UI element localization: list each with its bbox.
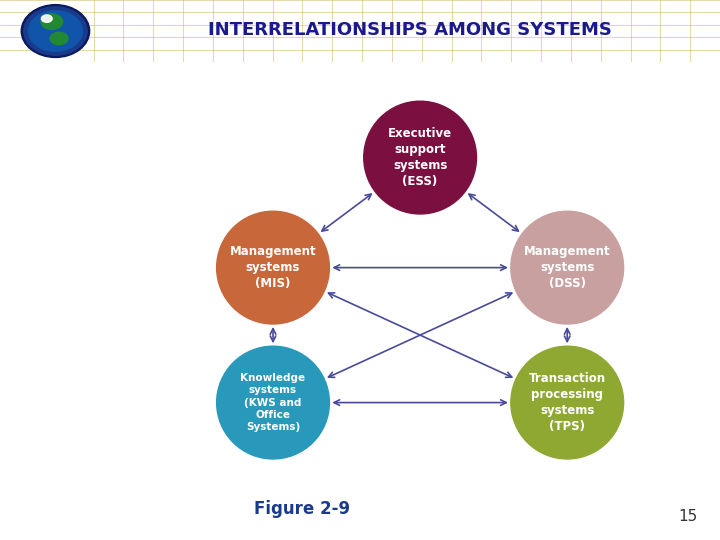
Ellipse shape [217,211,330,324]
Text: Executive
support
systems
(ESS): Executive support systems (ESS) [388,127,452,188]
Text: Transaction
processing
systems
(TPS): Transaction processing systems (TPS) [528,372,606,433]
Text: Management
systems
(DSS): Management systems (DSS) [524,245,611,290]
Ellipse shape [510,211,624,324]
Ellipse shape [217,346,330,459]
Ellipse shape [21,5,89,57]
Ellipse shape [510,346,624,459]
Text: Figure 2-9: Figure 2-9 [254,500,351,518]
Text: Management
systems
(MIS): Management systems (MIS) [230,245,316,290]
Ellipse shape [24,7,87,55]
Ellipse shape [50,32,68,45]
Text: Knowledge
systems
(KWS and
Office
Systems): Knowledge systems (KWS and Office System… [240,373,305,433]
Ellipse shape [29,11,82,51]
Text: 15: 15 [678,509,697,524]
Ellipse shape [364,101,477,214]
Text: INTERRELATIONSHIPS AMONG SYSTEMS: INTERRELATIONSHIPS AMONG SYSTEMS [209,21,612,39]
Ellipse shape [42,15,53,22]
Ellipse shape [41,14,63,30]
